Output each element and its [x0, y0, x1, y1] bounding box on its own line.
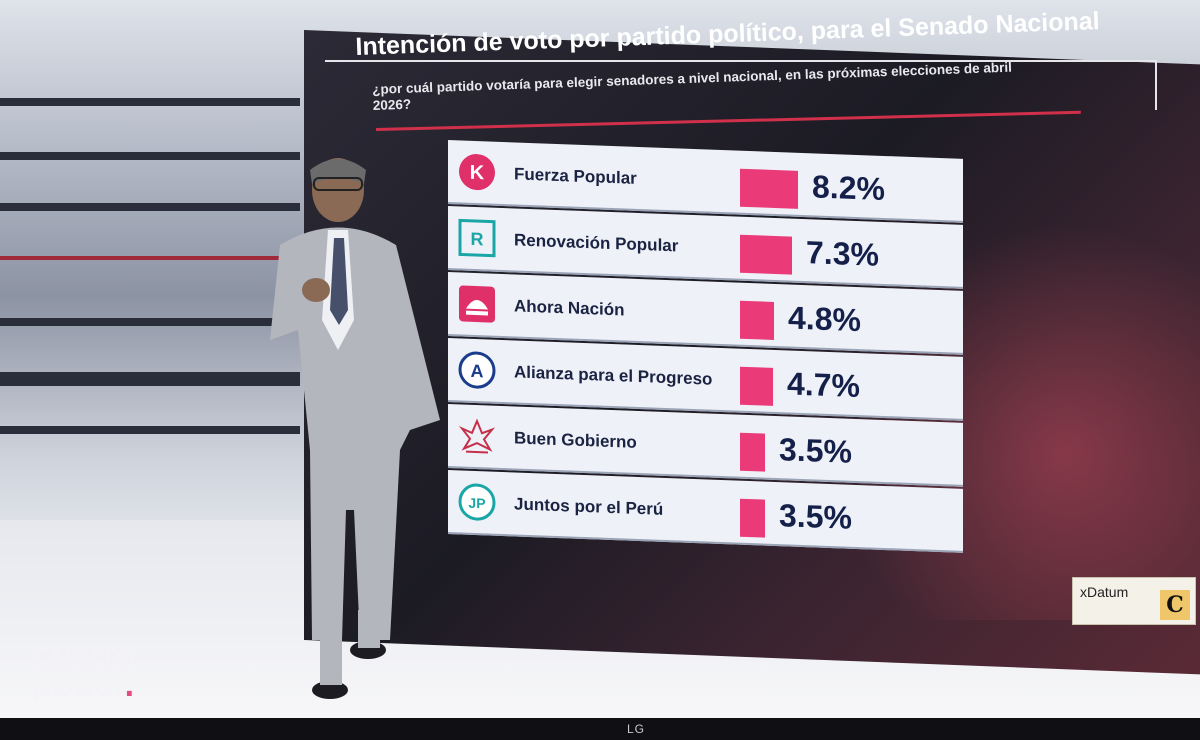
vote-percentage: 7.3% [806, 233, 879, 273]
fuerza-popular-k-icon: K [456, 150, 498, 194]
ahora-nacion-icon [456, 282, 498, 326]
tv-brand-logo: LG [627, 722, 646, 736]
party-row: Buen Gobierno 3.5% [448, 404, 963, 487]
vote-percentage: 4.8% [788, 298, 861, 338]
party-row: A Alianza para el Progreso 4.7% [448, 338, 963, 421]
show-logo-line2: poder. [32, 666, 135, 704]
tv-bezel [0, 718, 1200, 740]
svg-text:JP: JP [468, 495, 485, 512]
vote-bar [740, 366, 773, 406]
vote-percentage: 8.2% [812, 167, 885, 207]
title-frame [325, 60, 1157, 110]
studio-stripe [0, 372, 300, 386]
publisher-logo: C [1160, 590, 1190, 620]
svg-text:R: R [471, 229, 484, 249]
party-name: Fuerza Popular [514, 164, 637, 188]
presenter-figure [270, 158, 440, 699]
party-name: Ahora Nación [514, 296, 625, 320]
party-name: Buen Gobierno [514, 428, 637, 452]
vote-percentage: 4.7% [787, 364, 860, 404]
vote-bar [740, 432, 765, 472]
show-logo-line1: cuarto [32, 636, 136, 674]
party-name: Alianza para el Progreso [514, 362, 713, 389]
source-label: xDatum [1080, 584, 1129, 600]
party-row: K Fuerza Popular 8.2% [448, 140, 963, 223]
vote-intention-chart: K Fuerza Popular 8.2% R Renovación Popular 7.… [448, 140, 963, 589]
studio-stripe [0, 98, 300, 106]
party-row: R Renovación Popular 7.3% [448, 206, 963, 289]
studio-stripe-red [0, 256, 300, 260]
studio-stripe [0, 203, 300, 211]
renovacion-popular-r-icon: R [456, 216, 498, 260]
svg-text:A: A [471, 361, 484, 381]
party-row: Ahora Nación 4.8% [448, 272, 963, 355]
show-logo: cuarto poder. [32, 636, 136, 704]
vote-bar [740, 168, 798, 209]
juntos-por-el-peru-jp-icon: JP [456, 480, 498, 524]
buen-gobierno-icon [456, 414, 498, 458]
studio-stripe [0, 318, 300, 326]
vote-bar [740, 234, 792, 275]
studio-stripe [0, 152, 300, 160]
vote-percentage: 3.5% [779, 430, 852, 470]
vote-bar [740, 300, 774, 340]
vote-percentage: 3.5% [779, 496, 852, 536]
party-name: Juntos por el Perú [514, 494, 664, 519]
party-name: Renovación Popular [514, 230, 679, 256]
alianza-progreso-a-icon: A [456, 348, 498, 392]
svg-text:K: K [470, 162, 485, 185]
party-row: JP Juntos por el Perú 3.5% [448, 470, 963, 553]
vote-bar [740, 498, 765, 538]
studio-stripe [0, 426, 300, 434]
